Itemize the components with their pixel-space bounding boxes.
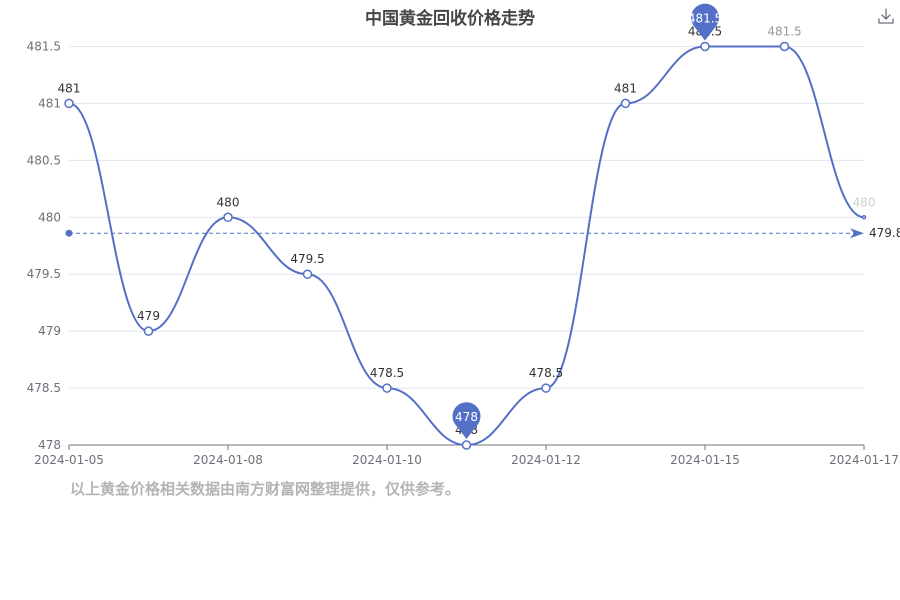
data-label: 479.5 [290, 252, 324, 266]
x-tick-label: 2024-01-10 [352, 453, 422, 467]
data-point [143, 326, 154, 336]
min-mark-pin: 478 [452, 402, 481, 439]
grid-lines [69, 45, 864, 389]
data-point [64, 98, 74, 109]
mark-pin-label: 478 [455, 410, 478, 424]
data-labels: 481479480479.5478.5478478.5481481.5481.5… [58, 24, 876, 437]
y-tick-label: 480 [38, 210, 61, 224]
data-label: 481 [58, 81, 81, 95]
y-tick-label: 479 [38, 324, 61, 338]
data-point [700, 41, 710, 52]
average-mark-line: 479.86 [65, 226, 900, 240]
data-point [541, 383, 551, 393]
y-tick-label: 480.5 [27, 153, 61, 167]
data-points [64, 41, 867, 450]
download-icon[interactable] [876, 6, 896, 26]
max-mark-pin: 481.5 [688, 3, 722, 41]
data-label: 478.5 [370, 366, 404, 380]
data-label: 481.5 [767, 24, 801, 38]
series-line-layer [68, 45, 865, 447]
data-label: 479 [137, 309, 160, 323]
series-line [68, 45, 865, 447]
x-tick-label: 2024-01-15 [670, 453, 740, 467]
mark-pin-label: 481.5 [688, 11, 722, 25]
x-tick-label: 2024-01-05 [34, 453, 104, 467]
axes: 478 478.5 479 479.5 480 480.5 481 481.5 2024-01-… [27, 39, 899, 467]
data-point [302, 269, 313, 279]
x-tick-label: 2024-01-08 [193, 453, 263, 467]
data-point [779, 41, 790, 52]
mark-pin-shape [691, 3, 719, 41]
data-label: 480 [853, 195, 876, 209]
data-point [861, 215, 867, 220]
data-label: 480 [217, 195, 240, 209]
data-label: 481 [614, 81, 637, 95]
data-point [620, 98, 631, 109]
data-point [461, 440, 472, 450]
y-tick-label: 481 [38, 96, 61, 110]
y-tick-label: 479.5 [27, 267, 61, 281]
y-tick-label: 478.5 [27, 381, 61, 395]
source-note: 以上黄金价格相关数据由南方财富网整理提供，仅供参考。 [70, 480, 461, 498]
mark-pin-shape [452, 402, 481, 439]
chart-title: 中国黄金回收价格走势 [365, 9, 535, 29]
data-point [382, 383, 392, 393]
x-tick-label: 2024-01-17 [829, 453, 899, 467]
average-line-label: 479.86 [869, 226, 900, 240]
mark-points: 481.5 478 [452, 3, 722, 439]
average-line-arrow [850, 228, 864, 239]
line-chart: 478 478.5 479 479.5 480 480.5 481 481.5 2024-01-… [27, 3, 900, 467]
x-tick-label: 2024-01-12 [511, 453, 581, 467]
y-tick-label: 478 [38, 438, 61, 452]
data-label: 478.5 [529, 366, 563, 380]
y-tick-label: 481.5 [27, 39, 61, 53]
data-point [223, 212, 233, 223]
